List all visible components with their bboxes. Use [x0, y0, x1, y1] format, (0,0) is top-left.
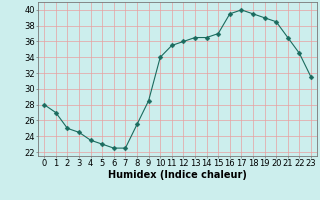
X-axis label: Humidex (Indice chaleur): Humidex (Indice chaleur) — [108, 170, 247, 180]
